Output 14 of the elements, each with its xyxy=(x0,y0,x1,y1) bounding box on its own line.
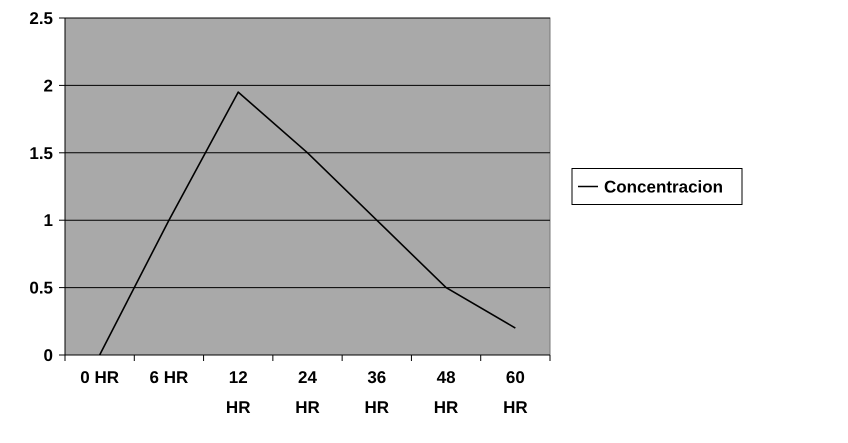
x-tick-label: 0 HR xyxy=(80,368,120,387)
y-tick-label: 1.5 xyxy=(29,144,53,163)
y-tick-label: 2.5 xyxy=(29,8,53,28)
x-tick-label: 60 HR xyxy=(503,368,528,417)
x-tick-label: 48 HR xyxy=(434,368,458,417)
x-tick-label: 36 HR xyxy=(364,368,390,417)
y-tick-label: 0.5 xyxy=(29,278,53,298)
x-tick-label: 6 HR xyxy=(150,368,188,387)
y-tick-label: 2 xyxy=(44,76,53,96)
legend-label: Concentracion xyxy=(604,177,724,196)
y-tick-label: 0 xyxy=(44,346,53,365)
y-tick-label: 1 xyxy=(44,211,53,230)
x-tick-label: 24 HR xyxy=(295,368,320,417)
x-tick-label: 12 HR xyxy=(226,368,250,417)
